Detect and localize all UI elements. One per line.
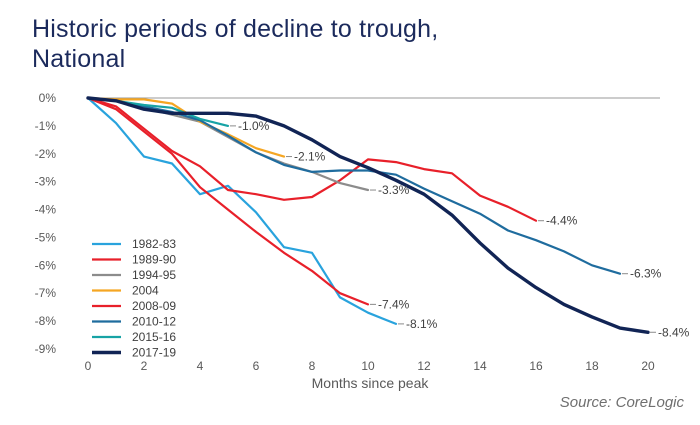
y-tick-label: 0% xyxy=(39,91,57,105)
source-note: Source: CoreLogic xyxy=(559,394,684,411)
x-tick-label: 2 xyxy=(141,359,148,373)
series-lines xyxy=(86,96,650,334)
y-tick-label: -3% xyxy=(35,175,57,189)
x-tick-label: 16 xyxy=(529,359,543,373)
y-tick-label: -1% xyxy=(35,119,57,133)
x-tick-label: 6 xyxy=(253,359,260,373)
end-label-2017-19: -8.4% xyxy=(658,325,690,339)
x-axis: 0 2 4 6 8 10 12 14 16 18 20 xyxy=(85,359,655,373)
end-label-1994-95: -3.3% xyxy=(378,183,410,197)
y-tick-label: -2% xyxy=(35,147,57,161)
y-tick-label: -8% xyxy=(35,314,57,328)
y-tick-label: -9% xyxy=(35,342,57,356)
y-tick-label: -4% xyxy=(35,203,57,217)
end-label-2008-09: -7.4% xyxy=(378,297,410,311)
end-labels: -8.1% -4.4% -3.3% -2.1% -7.4% -6.3% -1.0% -8.4% xyxy=(230,119,690,339)
y-tick-label: -7% xyxy=(35,286,57,300)
series-line-2008-09 xyxy=(86,96,370,306)
chart-title: Historic periods of decline to trough, N… xyxy=(32,14,438,74)
legend-label-1989-90: 1989-90 xyxy=(132,253,176,267)
end-label-1982-83: -8.1% xyxy=(406,317,438,331)
end-label-1989-90: -4.4% xyxy=(546,214,578,228)
x-tick-label: 12 xyxy=(417,359,431,373)
series-line-1989-90 xyxy=(86,96,538,222)
x-tick-label: 20 xyxy=(641,359,655,373)
legend-label-2008-09: 2008-09 xyxy=(132,299,176,313)
y-tick-label: -6% xyxy=(35,258,57,272)
legend-label-2015-16: 2015-16 xyxy=(132,330,176,344)
legend-label-2004: 2004 xyxy=(132,284,159,298)
x-tick-label: 10 xyxy=(361,359,375,373)
legend-label-1982-83: 1982-83 xyxy=(132,237,176,251)
x-tick-label: 14 xyxy=(473,359,487,373)
series-line-1982-83 xyxy=(86,96,398,325)
x-tick-label: 0 xyxy=(85,359,92,373)
end-label-2004: -2.1% xyxy=(294,150,326,164)
end-label-2010-12: -6.3% xyxy=(630,267,662,281)
end-label-2015-16: -1.0% xyxy=(238,119,270,133)
legend: 1982-831989-901994-9520042008-092010-122… xyxy=(92,237,176,360)
chart-title-line-2: National xyxy=(32,45,126,73)
x-tick-label: 4 xyxy=(197,359,204,373)
series-line-2017-19 xyxy=(86,96,650,334)
chart-title-line-1: Historic periods of decline to trough, xyxy=(32,15,439,43)
x-tick-label: 8 xyxy=(309,359,316,373)
x-tick-label: 18 xyxy=(585,359,599,373)
x-axis-label: Months since peak xyxy=(312,375,430,391)
legend-label-2017-19: 2017-19 xyxy=(132,346,176,360)
y-tick-label: -5% xyxy=(35,230,57,244)
legend-label-2010-12: 2010-12 xyxy=(132,315,176,329)
legend-label-1994-95: 1994-95 xyxy=(132,268,176,282)
y-axis: 0% -1% -2% -3% -4% -5% -6% -7% -8% -9% xyxy=(35,91,57,356)
